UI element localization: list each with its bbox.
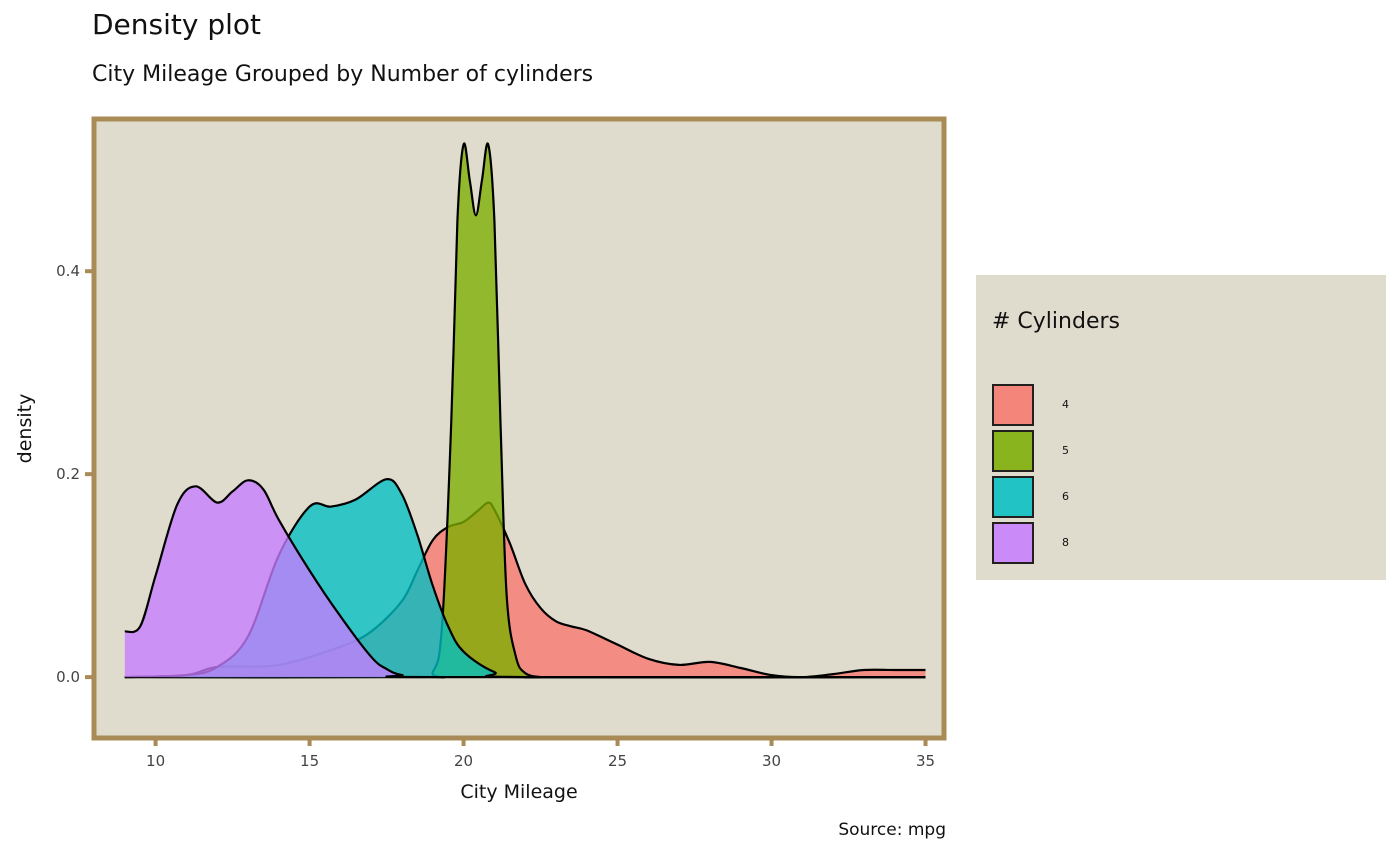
y-tick-label-0: 0.0 [56,668,80,686]
source-caption: Source: mpg [838,820,946,840]
y-tick-label-1: 0.2 [56,465,80,483]
x-tick-label-15: 15 [300,752,319,770]
y-axis-label: density [14,394,36,464]
x-tick-label-20: 20 [454,752,473,770]
x-tick-label-10: 10 [146,752,165,770]
x-tick-label-30: 30 [762,752,781,770]
chart-subtitle: City Mileage Grouped by Number of cylind… [92,62,594,87]
density-line-8 [124,479,926,679]
density-area-8 [124,480,926,678]
legend-key-5 [992,430,1034,472]
x-axis-label: City Mileage [460,781,577,803]
chart-title: Density plot [92,8,262,41]
legend-title: # Cylinders [992,309,1120,334]
legend-label-5: 5 [1062,444,1069,457]
legend-key-6 [992,476,1034,518]
legend-item-4: 4 [992,384,1192,428]
legend-item-6: 6 [992,476,1192,520]
x-tick-label-25: 25 [608,752,627,770]
legend-label-8: 8 [1062,536,1069,549]
legend-item-5: 5 [992,430,1192,474]
legend-key-4 [992,384,1034,426]
legend-label-6: 6 [1062,490,1069,503]
x-tick-label-35: 35 [916,752,935,770]
legend-key-8 [992,522,1034,564]
density-area-4 [124,502,926,678]
legend: # Cylinders 4 5 6 8 [976,275,1386,580]
y-tick-label-2: 0.4 [56,262,80,280]
legend-label-4: 4 [1062,398,1069,411]
legend-item-8: 8 [992,522,1192,566]
